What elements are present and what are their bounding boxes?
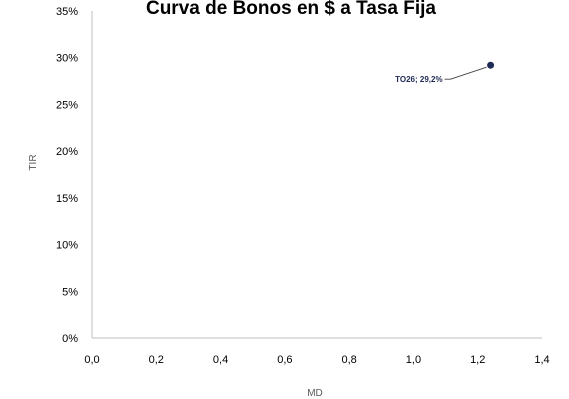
y-tick-label: 30% [56,53,78,65]
data-point-label: TO26; 29,2% [395,75,442,84]
y-axis-ticks: 0% 5% 10% 15% 20% 25% 30% 35% [56,6,78,345]
y-axis-title: TIR [28,154,39,170]
y-tick-label: 35% [56,6,78,18]
x-tick-label: 1,4 [534,354,549,366]
data-points: TO26; 29,2% [395,61,495,84]
x-tick-label: 0,2 [149,354,164,366]
y-tick-label: 20% [56,146,78,158]
y-tick-label: 15% [56,193,78,205]
x-tick-label: 1,2 [470,354,485,366]
x-tick-label: 0,8 [341,354,356,366]
y-tick-label: 25% [56,99,78,111]
y-tick-label: 0% [62,333,78,345]
x-tick-label: 0,4 [213,354,228,366]
y-tick-label: 5% [62,286,78,298]
x-tick-label: 0,0 [84,354,99,366]
chart-title: Curva de Bonos en $ a Tasa Fija [146,0,436,19]
y-tick-label: 10% [56,240,78,252]
x-axis-ticks: 0,0 0,2 0,4 0,6 0,8 1,0 1,2 1,4 [84,354,549,366]
x-axis-title: MD [307,388,323,399]
data-point [487,61,495,69]
x-tick-label: 1,0 [406,354,421,366]
x-tick-label: 0,6 [277,354,292,366]
data-label-leader [444,66,487,80]
